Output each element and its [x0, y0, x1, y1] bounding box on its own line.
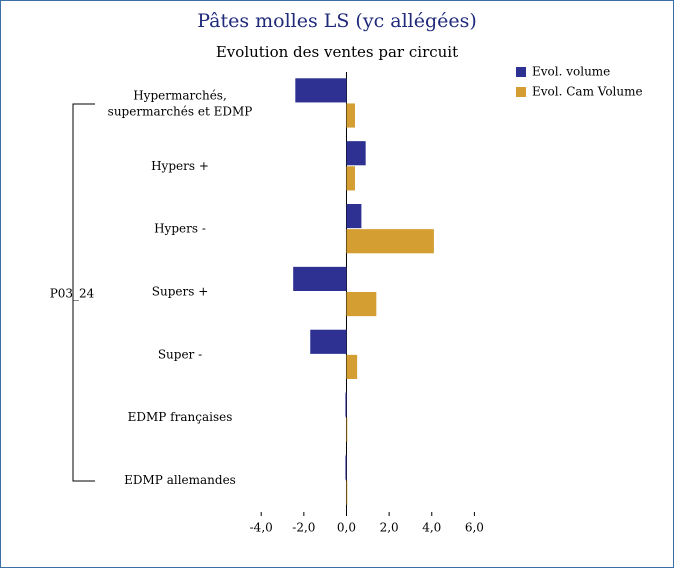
group-bracket: [72, 103, 95, 482]
legend-swatch: [516, 67, 526, 77]
bar: [346, 417, 348, 442]
bar: [293, 266, 347, 291]
bar: [346, 292, 377, 317]
category-label: EDMP allemandes: [124, 473, 236, 487]
bar: [295, 78, 347, 103]
chart-subtitle: Evolution des ventes par circuit: [216, 43, 458, 61]
legend-swatch: [516, 87, 526, 97]
category-label: Super -: [158, 347, 202, 361]
category-label: Hypermarchés, supermarchés et EDMP: [108, 88, 253, 118]
bar: [345, 455, 347, 480]
category-label: Supers +: [152, 285, 209, 299]
bar: [346, 229, 434, 254]
x-tick-label: 2,0: [380, 521, 399, 535]
x-tick-label: -2,0: [292, 521, 315, 535]
bar: [310, 329, 347, 354]
bar: [345, 392, 347, 417]
x-tick-label: 6,0: [465, 521, 484, 535]
x-tick-label: -4,0: [250, 521, 273, 535]
legend-label: Evol. volume: [532, 65, 610, 79]
bar: [346, 354, 358, 379]
group-label: P03_24: [50, 287, 95, 301]
category-label: Hypers -: [154, 222, 206, 236]
x-tick-label: 0,0: [337, 521, 356, 535]
bar: [346, 141, 366, 166]
bar: [346, 166, 356, 191]
category-label: EDMP françaises: [128, 410, 233, 424]
bar: [346, 204, 362, 229]
legend-label: Evol. Cam Volume: [532, 85, 643, 99]
chart-title: Pâtes molles LS (yc allégées): [197, 10, 477, 32]
x-tick-label: 4,0: [422, 521, 441, 535]
bar: [346, 480, 348, 505]
category-label: Hypers +: [151, 159, 209, 173]
bar: [346, 103, 356, 128]
